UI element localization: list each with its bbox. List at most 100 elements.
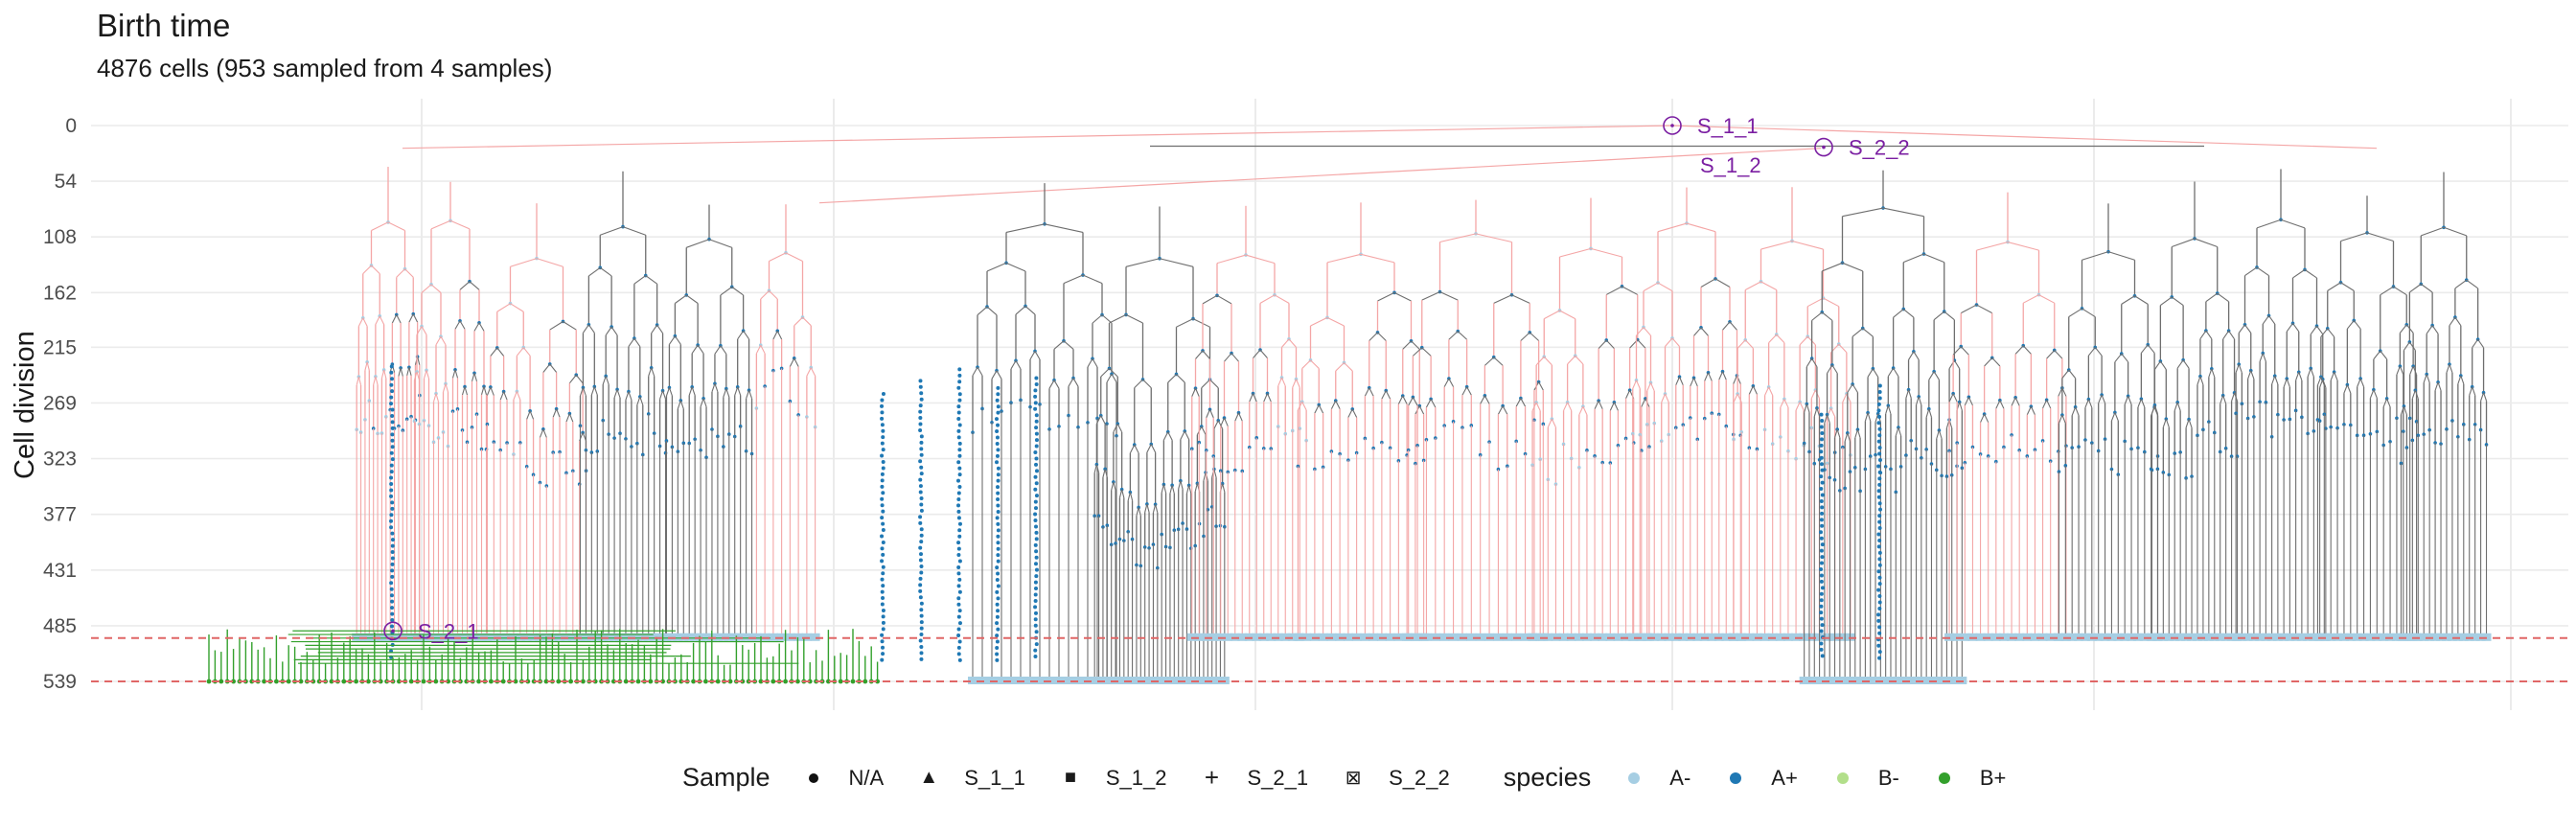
tree-edge	[700, 398, 704, 407]
tree-edge	[1364, 387, 1370, 397]
tree-edge	[737, 330, 745, 340]
tree-edge	[2414, 390, 2419, 400]
tree-edge	[1718, 371, 1724, 380]
tree-edge	[2061, 414, 2066, 424]
cell-point	[919, 465, 924, 470]
cell-point	[1819, 425, 1824, 429]
cell-point	[1877, 383, 1882, 388]
tree-edge	[1856, 429, 1861, 439]
tree-edge	[656, 324, 664, 334]
tree-edge	[1916, 396, 1920, 405]
cell-point	[996, 485, 1000, 490]
tree-edge	[1598, 400, 1603, 410]
tree-edge	[1015, 306, 1026, 315]
cell-point	[957, 609, 962, 613]
tree-edge	[2457, 375, 2462, 384]
cell-point	[881, 460, 886, 465]
cell-point	[880, 534, 885, 539]
cell-point	[1034, 419, 1039, 424]
tree-edge	[1301, 359, 1311, 369]
cell-point	[389, 382, 394, 387]
cell-point	[956, 491, 961, 495]
tree-edge	[1515, 398, 1522, 407]
tree-edge	[2307, 368, 2312, 378]
cell-point	[919, 656, 924, 661]
tree-edge	[2357, 378, 2361, 387]
tree-edge	[1274, 294, 1290, 304]
cell-point	[390, 618, 395, 623]
tree-edge	[1760, 281, 1778, 290]
tree-edge	[486, 386, 492, 396]
tree-edge	[1952, 393, 1958, 403]
cell-point	[995, 652, 1000, 656]
cell-point	[1819, 474, 1824, 479]
tree-edge	[785, 252, 803, 262]
tree-edge	[1575, 355, 1584, 365]
cell-point	[881, 509, 886, 514]
tree-edge	[2295, 372, 2300, 381]
cell-point	[919, 626, 924, 631]
tree-edge	[1636, 327, 1644, 336]
tree-edge	[2274, 376, 2279, 385]
tree-edge	[1116, 423, 1123, 433]
tree-edge	[2094, 347, 2103, 357]
tree-edge	[1125, 258, 1161, 267]
leaf-point	[2080, 633, 2090, 641]
tree-edge	[1113, 423, 1118, 433]
leaf-point	[611, 679, 616, 684]
tree-edge	[628, 391, 632, 401]
cell-point	[390, 611, 395, 616]
cell-point	[1033, 655, 1038, 659]
tree-edge	[483, 386, 488, 396]
tree-edge	[1344, 362, 1353, 372]
tree-edge	[1862, 328, 1874, 337]
tree-edge	[1318, 404, 1324, 414]
tree-edge	[1721, 371, 1727, 380]
tree-edge	[1551, 418, 1556, 427]
tree-edge	[1063, 274, 1084, 285]
cell-point	[957, 392, 962, 397]
tree-edge	[417, 357, 421, 365]
cell-point	[880, 416, 885, 421]
leaf-point	[875, 679, 880, 684]
cell-point	[919, 644, 924, 649]
leaf-point	[433, 679, 439, 684]
leaf-point	[729, 633, 740, 641]
tree-edge	[1991, 357, 2001, 367]
cell-point	[1819, 591, 1824, 596]
cell-point	[1819, 462, 1824, 467]
cell-point	[1034, 462, 1039, 467]
tree-edge	[510, 303, 524, 312]
cell-point	[918, 422, 923, 426]
cell-point	[1876, 489, 1881, 494]
cell-point	[956, 478, 961, 483]
cell-point	[389, 475, 394, 480]
cell-point	[1819, 412, 1824, 417]
tree-edge	[1162, 484, 1167, 494]
cell-point	[1033, 388, 1038, 393]
leaf-point	[500, 679, 506, 684]
tree-edge	[2304, 268, 2317, 279]
cell-point	[918, 638, 923, 643]
cell-point	[918, 403, 923, 408]
leaf-point	[660, 679, 665, 684]
tree-edge	[1928, 408, 1932, 418]
tree-edge	[1326, 316, 1345, 327]
cell-point	[880, 423, 885, 427]
tree-edge	[496, 303, 511, 312]
tree-edge	[2443, 226, 2467, 237]
cell-point	[1819, 641, 1824, 646]
tree-edge	[1127, 492, 1131, 501]
tree-edge	[1752, 385, 1758, 395]
tree-edge	[373, 376, 377, 385]
tree-edge	[1095, 415, 1102, 425]
cell-point	[881, 620, 886, 625]
tree-edge	[2205, 330, 2213, 339]
tree-edge	[362, 265, 372, 275]
legend-species-item: A+	[1725, 766, 1798, 791]
cell-point	[919, 613, 924, 618]
leaf-point	[2430, 633, 2441, 641]
tree-edge	[430, 284, 442, 293]
tree-edge	[1622, 286, 1639, 295]
tree-edge	[1582, 405, 1588, 415]
